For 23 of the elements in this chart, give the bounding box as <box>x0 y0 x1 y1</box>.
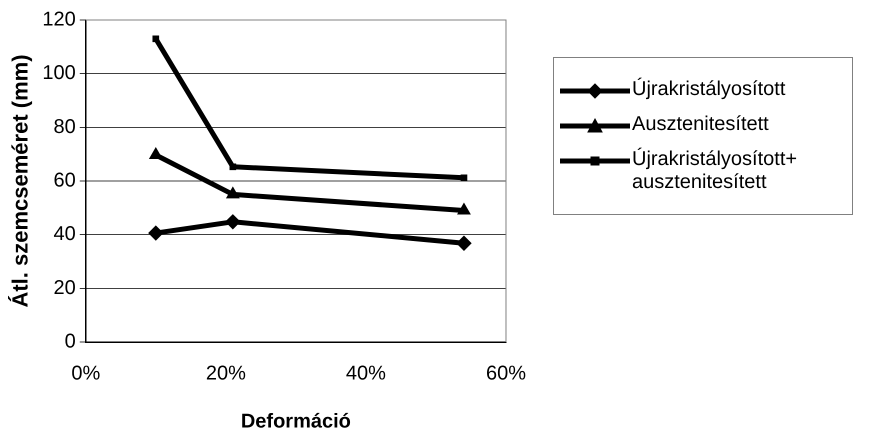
point <box>225 214 240 230</box>
x-axis-title: Deformáció <box>240 410 351 433</box>
point <box>457 203 471 215</box>
legend-label: Újrakristályosított <box>632 78 786 101</box>
x-tick-label: 20% <box>206 362 246 385</box>
y-tick-label: 20 <box>54 276 76 299</box>
y-tick-label: 120 <box>42 8 76 31</box>
y-axis-title: Átl. szemcseméret (mm) <box>7 54 32 308</box>
point <box>152 35 160 42</box>
point <box>460 174 468 182</box>
y-tick-label: 100 <box>42 62 76 84</box>
x-tick-label: 40% <box>346 362 386 385</box>
legend-label: Újrakristályosított+ ausztenitesített <box>632 148 798 194</box>
point <box>456 236 472 251</box>
y-tick-label: 0 <box>64 330 76 353</box>
y-tick-label: 60 <box>54 170 76 192</box>
x-tick-label: 60% <box>486 362 526 385</box>
y-tick-label: 80 <box>54 116 76 138</box>
point <box>230 163 236 170</box>
y-tick-label: 40 <box>54 223 76 246</box>
legend-label: Ausztenitesített <box>632 113 770 136</box>
point <box>148 226 164 241</box>
x-tick-label: 0% <box>71 362 100 385</box>
